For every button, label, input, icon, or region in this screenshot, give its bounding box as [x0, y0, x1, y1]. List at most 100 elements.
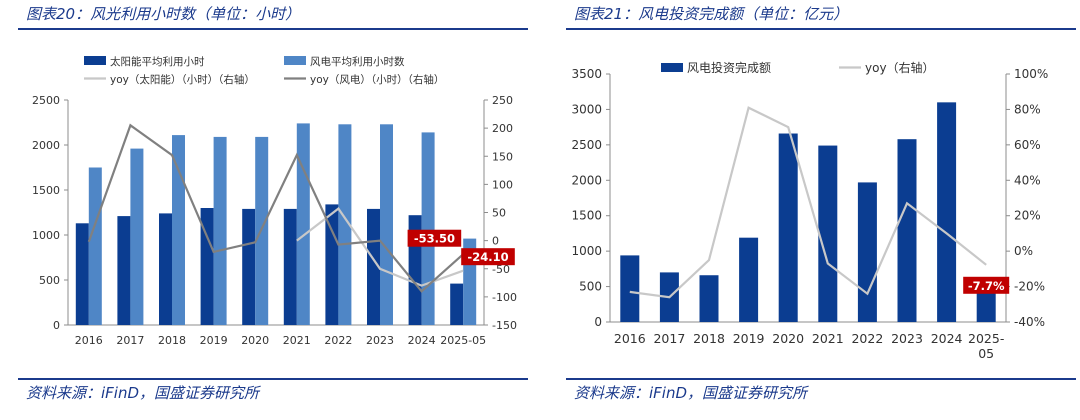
- legend-label: yoy（右轴）: [865, 60, 935, 75]
- x-tick-label: 2019: [733, 331, 765, 346]
- series-line: [296, 207, 464, 287]
- x-tick-label: 2020: [241, 334, 269, 347]
- left-chart-title: 图表20：风光利用小时数（单位：小时）: [26, 5, 301, 23]
- bar: [200, 208, 214, 325]
- x-tick-label: 2025-05: [968, 331, 1004, 361]
- right-title-rule: [566, 28, 1076, 30]
- x-tick-label: 2021: [283, 334, 311, 347]
- left-tick-label: 3000: [571, 102, 602, 116]
- bar: [88, 167, 102, 325]
- bar: [450, 283, 464, 325]
- legend-label: 风电平均利用小时数: [310, 55, 405, 68]
- x-tick-label: 2017: [116, 334, 144, 347]
- left-title-rule: [18, 28, 528, 30]
- x-tick-label: 2018: [693, 331, 725, 346]
- bar: [325, 204, 339, 325]
- right-tick-label: -50: [492, 263, 510, 276]
- left-tick-label: 2000: [32, 139, 60, 152]
- bar: [620, 255, 640, 322]
- bar: [818, 145, 838, 322]
- x-tick-label: 2021: [812, 331, 844, 346]
- callout-label: -7.7%: [968, 279, 1005, 293]
- right-tick-label: 150: [492, 150, 513, 163]
- bar: [778, 133, 798, 322]
- bar: [857, 182, 877, 322]
- right-tick-label: -150: [492, 319, 517, 332]
- legend-label: 太阳能平均利用小时: [110, 55, 205, 68]
- left-tick-label: 500: [39, 274, 60, 287]
- bar: [130, 148, 144, 325]
- callout-box: [963, 276, 1010, 294]
- left-tick-label: 1500: [32, 184, 60, 197]
- bar: [739, 237, 759, 322]
- left-tick-label: 2500: [571, 138, 602, 152]
- x-tick-label: 2024: [931, 331, 963, 346]
- series-line: [629, 106, 987, 299]
- callout-label: -24.10: [467, 250, 508, 264]
- right-tick-label: 0%: [1014, 244, 1033, 258]
- x-tick-label: 2025-05: [440, 334, 486, 347]
- right-source-rule: [566, 378, 1076, 380]
- right-tick-label: 50: [492, 207, 506, 220]
- right-chart-title: 图表21：风电投资完成额（单位：亿元）: [574, 5, 849, 23]
- bar: [117, 216, 131, 325]
- right-tick-label: 100: [492, 178, 513, 191]
- left-tick-label: 3500: [571, 67, 602, 81]
- left-source-rule: [18, 378, 528, 380]
- right-tick-label: -20%: [1014, 280, 1045, 294]
- callout-box: [461, 248, 515, 266]
- bar: [283, 208, 297, 325]
- bar: [380, 124, 393, 325]
- callout-box: [407, 229, 462, 247]
- right-tick-label: 250: [492, 94, 513, 107]
- left-chart-source: 资料来源：iFinD，国盛证券研究所: [26, 384, 260, 402]
- left-tick-label: 1500: [571, 209, 602, 223]
- bar: [699, 275, 719, 322]
- right-tick-label: 0: [492, 235, 499, 248]
- left-tick-label: 2500: [32, 94, 60, 107]
- bar: [897, 139, 917, 322]
- left-tick-label: 500: [579, 280, 602, 294]
- x-tick-label: 2023: [366, 334, 394, 347]
- left-tick-label: 1000: [32, 229, 60, 242]
- legend-swatch: [284, 56, 306, 65]
- x-tick-label: 2016: [614, 331, 646, 346]
- x-tick-label: 2019: [200, 334, 228, 347]
- legend-swatch: [661, 63, 683, 72]
- left-tick-label: 0: [53, 319, 60, 332]
- legend-label: yoy（太阳能）（小时）（右轴）: [110, 73, 255, 86]
- x-tick-label: 2022: [324, 334, 352, 347]
- left-tick-label: 1000: [571, 244, 602, 258]
- left-chart: 0 500 1000 1500 2000 2500 -150 -100 -50 0 50 100 150…: [32, 55, 517, 347]
- bar: [367, 208, 380, 325]
- bar: [172, 135, 185, 325]
- bar: [242, 208, 256, 325]
- x-tick-label: 2024: [408, 334, 436, 347]
- x-tick-label: 2017: [653, 331, 685, 346]
- right-tick-label: 40%: [1014, 173, 1041, 187]
- right-chart-panel: 图表21：风电投资完成额（单位：亿元） 0 500 1000 1500 2000 2500…: [548, 0, 1076, 420]
- left-tick-label: 2000: [571, 173, 602, 187]
- x-tick-label: 2016: [75, 334, 103, 347]
- bar: [75, 223, 89, 325]
- left-chart-panel: 图表20：风光利用小时数（单位：小时） 0 500 1000 1500 2000 2500…: [0, 0, 528, 420]
- right-tick-label: 20%: [1014, 209, 1041, 223]
- right-tick-label: -100: [492, 291, 517, 304]
- x-tick-label: 2022: [851, 331, 883, 346]
- bar: [338, 124, 352, 325]
- right-tick-label: 100%: [1014, 67, 1048, 81]
- series-line: [87, 123, 464, 293]
- bar: [159, 213, 172, 325]
- bar: [421, 132, 435, 325]
- callout-label: -53.50: [414, 232, 455, 246]
- right-chart: 0 500 1000 1500 2000 2500 3000 3500 -40% -20% 0% 20…: [571, 60, 1048, 361]
- right-tick-label: 60%: [1014, 138, 1041, 152]
- right-chart-source: 资料来源：iFinD，国盛证券研究所: [574, 384, 808, 402]
- left-tick-label: 0: [594, 315, 602, 329]
- right-tick-label: 200: [492, 122, 513, 135]
- x-tick-label: 2018: [158, 334, 186, 347]
- legend-label: yoy（风电）（小时）（右轴）: [310, 73, 444, 86]
- bar: [296, 123, 310, 326]
- legend-label: 风电投资完成额: [687, 60, 771, 75]
- right-tick-label: 80%: [1014, 102, 1041, 116]
